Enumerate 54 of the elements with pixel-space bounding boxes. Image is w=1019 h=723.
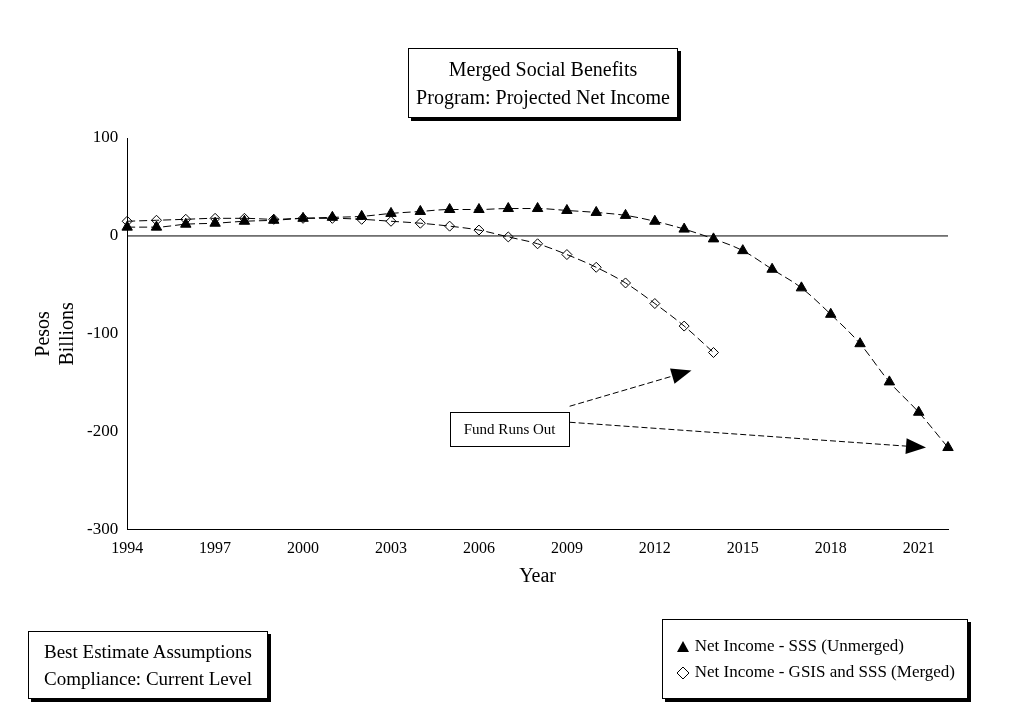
point [385,206,397,217]
point [561,203,573,214]
y-tick-label: 0 [109,225,119,245]
point [473,203,485,213]
y-axis-title: Pesos Billions [31,302,78,366]
point [707,232,720,243]
x-tick-label: 2009 [550,538,583,556]
point [766,262,778,273]
point [619,208,632,219]
x-tick-label: 1997 [199,538,232,556]
point [590,261,602,273]
y-tick-label: -200 [86,421,119,441]
text: Best Estimate Assumptions Compliance: Current Level [28,631,268,699]
point [737,244,749,255]
point [707,347,719,359]
point [825,307,837,318]
point [883,375,896,386]
x-tick-label: 2015 [726,538,759,556]
y-tick-label: -100 [86,323,119,343]
y-tick-label: 100 [92,127,119,147]
chart-title: Merged Social Benefits Program: Projected Net Income [408,48,678,118]
x-tick-label: 2003 [375,538,407,556]
annotation: Fund Runs Out [449,412,570,448]
x-tick-label: 2012 [638,538,671,556]
point [649,298,661,310]
point [443,203,456,213]
point [590,205,602,216]
point [678,320,690,332]
x-tick-label: 2006 [462,538,495,556]
point [531,202,544,213]
point [649,214,661,225]
point [473,224,485,236]
point [532,238,544,250]
point [678,222,690,233]
point [502,231,514,243]
x-tick-label: 2018 [814,538,847,556]
legend-label: Net Income - SSS (Unmerged) [693,636,905,656]
x-axis-title: Year [519,564,557,587]
point [414,204,427,215]
legend-label: Net Income - GSIS and SSS (Merged) [693,662,955,682]
y-tick-label: -300 [86,519,119,539]
point [385,215,397,227]
point [561,249,573,261]
x-tick-label: 1994 [111,538,144,556]
point [502,202,514,213]
point [854,337,866,348]
x-tick-label: 2021 [902,538,935,556]
point [414,217,426,229]
x-tick-label: 2000 [287,538,320,556]
point [444,220,456,232]
point [795,281,808,292]
point [942,441,954,452]
point [620,277,632,289]
point [912,405,925,416]
